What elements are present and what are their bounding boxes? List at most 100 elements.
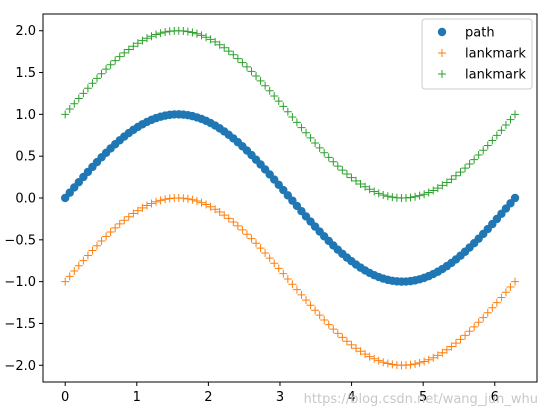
data-point: [274, 264, 283, 273]
data-point: [197, 31, 206, 40]
data-point: [347, 340, 356, 349]
data-point: [501, 120, 510, 129]
axes-layer: 0 1 2 3 4 5 6 −2.0 −1.5 −1.0 −0.5 0.0 0.5 1.0 1.5 2.0: [4, 24, 498, 405]
data-point: [429, 186, 438, 195]
data-point: [451, 339, 460, 348]
data-point: [192, 197, 201, 206]
data-point: [424, 355, 433, 364]
data-point: [488, 136, 497, 145]
data-point: [61, 277, 70, 286]
data-point: [329, 157, 338, 166]
data-point: [88, 246, 97, 255]
data-point: [270, 91, 279, 100]
data-point: [347, 173, 356, 182]
data-point: [106, 228, 115, 237]
data-point: [411, 360, 420, 369]
data-point: [479, 313, 488, 322]
data-point: [252, 72, 261, 81]
data-point: [233, 54, 242, 63]
y-tick-label: 2.0: [15, 24, 36, 39]
y-tick-label: 1.0: [15, 108, 36, 123]
data-point: [74, 94, 83, 103]
data-point: [424, 188, 433, 197]
data-point: [88, 79, 97, 88]
data-point: [215, 40, 224, 49]
data-point: [115, 52, 124, 61]
x-tick-label: 6: [491, 390, 499, 405]
data-point: [370, 187, 379, 196]
data-point: [483, 308, 492, 317]
data-point: [383, 192, 392, 201]
data-point: [120, 48, 129, 57]
data-point: [279, 269, 288, 278]
data-point: [511, 110, 520, 119]
data-point: [492, 298, 501, 307]
data-point: [497, 293, 506, 302]
data-point: [361, 350, 370, 359]
x-tick-label: 5: [419, 390, 427, 405]
data-point: [338, 333, 347, 342]
watermark-text: https://blog.csdn.net/wang_jun_whu: [304, 392, 538, 407]
data-point: [320, 315, 329, 324]
data-point: [356, 347, 365, 356]
data-point: [492, 131, 501, 140]
data-point: [342, 337, 351, 346]
data-point: [338, 166, 347, 175]
data-point: [242, 62, 251, 71]
data-point: [138, 36, 147, 45]
data-point: [315, 143, 324, 152]
data-point: [474, 151, 483, 160]
legend-marker: [438, 49, 446, 57]
data-point: [111, 56, 120, 65]
data-point: [333, 329, 342, 338]
data-point: [138, 203, 147, 212]
data-point: [311, 138, 320, 147]
y-tick-label: −1.5: [4, 317, 36, 332]
data-point: [420, 190, 429, 199]
data-point: [406, 360, 415, 369]
data-point: [70, 267, 79, 276]
x-tick-label: 1: [133, 390, 141, 405]
series-1: [61, 194, 520, 370]
data-point: [461, 164, 470, 173]
legend-marker: [438, 70, 446, 78]
data-point: [197, 198, 206, 207]
data-point: [415, 191, 424, 200]
data-point: [265, 254, 274, 263]
data-point: [483, 141, 492, 150]
data-point: [238, 58, 247, 67]
data-point: [438, 181, 447, 190]
data-point: [124, 45, 133, 54]
legend-label: lankmark: [465, 47, 526, 62]
data-point: [274, 97, 283, 106]
data-point: [415, 358, 424, 367]
data-point: [456, 168, 465, 177]
data-point: [447, 175, 456, 184]
data-point: [70, 99, 79, 108]
data-point: [188, 28, 197, 37]
data-point: [102, 232, 111, 241]
data-point: [97, 236, 106, 245]
data-point: [442, 345, 451, 354]
data-point: [283, 274, 292, 283]
y-tick-label: 0.0: [15, 192, 36, 207]
data-point: [97, 69, 106, 78]
data-point: [202, 200, 211, 209]
data-point: [383, 359, 392, 368]
data-point: [292, 118, 301, 127]
data-point: [488, 303, 497, 312]
data-point: [356, 179, 365, 188]
data-point: [65, 272, 74, 281]
data-point: [302, 128, 311, 137]
data-point: [179, 26, 188, 35]
data-point: [479, 146, 488, 155]
data-point: [229, 50, 238, 59]
data-point: [102, 65, 111, 74]
data-point: [61, 110, 70, 119]
data-point: [183, 27, 192, 36]
data-point: [202, 33, 211, 42]
x-tick-label: 4: [347, 390, 355, 405]
data-point: [361, 182, 370, 191]
data-point: [292, 285, 301, 294]
data-point: [510, 193, 520, 203]
